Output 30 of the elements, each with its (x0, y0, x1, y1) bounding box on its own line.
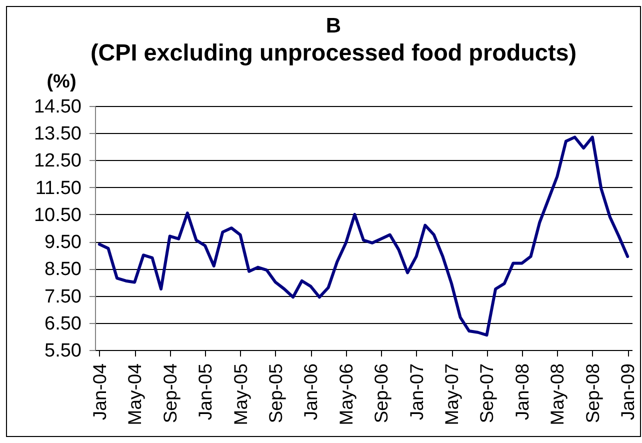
x-tick-label: May-04 (124, 364, 146, 426)
x-tick-label: May-06 (335, 364, 356, 426)
y-tick-label: 8.50 (44, 259, 82, 280)
x-tick-label: May-08 (546, 364, 568, 426)
x-tick-label: Sep-06 (370, 364, 392, 424)
x-tick-label: Jan-06 (300, 364, 322, 420)
y-tick-label: 7.50 (44, 286, 82, 308)
x-tick-label: May-05 (230, 364, 251, 426)
y-tick-label: 10.50 (34, 204, 82, 226)
y-tick-label: 12.50 (34, 150, 82, 172)
x-tick-label: Sep-04 (159, 364, 180, 424)
x-tick-label: May-07 (441, 364, 462, 426)
y-tick-label: 11.50 (35, 178, 82, 199)
chart-subtitle: (CPI excluding unprocessed food products) (90, 40, 577, 66)
y-axis-title: (%) (46, 72, 76, 92)
y-tick-label: 13.50 (34, 124, 82, 145)
x-tick-label: Jan-05 (194, 364, 216, 420)
x-tick-label: Jan-04 (88, 364, 110, 420)
chart-title: B (326, 14, 342, 38)
y-tick-label: 5.50 (44, 340, 82, 362)
line-series (98, 136, 630, 337)
x-tick-label: Sep-07 (476, 364, 498, 424)
x-tick-label: Jan-09 (617, 364, 638, 420)
y-tick-label: 6.50 (44, 313, 82, 334)
x-tick-label: Jan-07 (406, 364, 427, 420)
y-tick-label: 9.50 (44, 232, 82, 254)
x-tick-label: Sep-05 (264, 364, 286, 424)
y-tick-label: 14.50 (34, 96, 82, 118)
x-tick-label: Sep-08 (582, 364, 603, 424)
x-tick-label: Jan-08 (511, 364, 532, 420)
